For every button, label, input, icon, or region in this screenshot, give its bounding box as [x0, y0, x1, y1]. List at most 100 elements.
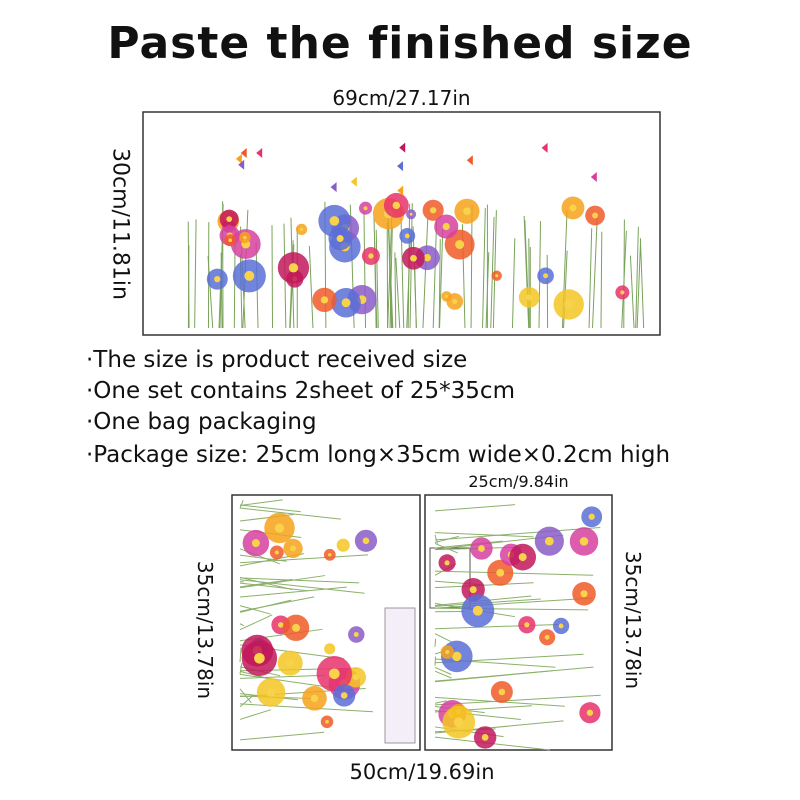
- stem: [434, 666, 594, 682]
- flower-center: [404, 233, 410, 239]
- flower-center: [429, 207, 437, 214]
- flower-center: [472, 605, 483, 616]
- flower-center: [228, 238, 233, 243]
- stem: [511, 238, 516, 329]
- flower-center: [243, 235, 247, 240]
- stem: [600, 231, 603, 329]
- flower-center: [325, 719, 329, 724]
- flower-center: [286, 659, 294, 667]
- flower-center: [620, 290, 625, 295]
- flowers: [187, 142, 645, 751]
- flower-center: [579, 537, 589, 546]
- stem: [239, 577, 360, 584]
- stem: [434, 532, 534, 538]
- stem: [434, 607, 589, 611]
- butterfly: [397, 185, 404, 196]
- stem: [239, 703, 373, 713]
- flower-center: [453, 717, 464, 728]
- stem: [470, 205, 473, 329]
- flower-center: [226, 216, 233, 223]
- title: Paste the finished size: [107, 18, 693, 69]
- flower-center: [254, 652, 265, 664]
- stem: [434, 670, 452, 679]
- stem: [434, 582, 534, 589]
- stem: [439, 229, 444, 329]
- height-label: 30cm/11.81in: [107, 148, 133, 300]
- stem: [434, 638, 437, 647]
- flower-center: [328, 668, 340, 680]
- stem: [639, 238, 645, 329]
- flower-center: [469, 586, 477, 594]
- stem: [492, 210, 497, 329]
- stem: [434, 535, 459, 543]
- flower-center: [362, 537, 370, 545]
- flower-center: [341, 543, 346, 548]
- total-width-label: 50cm/19.69in: [349, 760, 495, 784]
- flower-center: [444, 560, 450, 566]
- stem: [434, 526, 601, 541]
- mini-preview: [429, 547, 471, 609]
- flower-center: [329, 216, 340, 226]
- flower-center: [251, 539, 260, 548]
- flower-center: [340, 692, 348, 699]
- stem: [388, 252, 392, 329]
- strip-piece: [384, 607, 416, 744]
- butterfly: [397, 161, 404, 172]
- flower-center: [341, 298, 351, 308]
- stem: [434, 633, 453, 643]
- sheet-height-label: 35cm/13.78in: [621, 550, 645, 690]
- stem: [400, 207, 405, 329]
- stem: [588, 228, 593, 329]
- flower-center: [481, 734, 489, 741]
- butterfly: [256, 148, 263, 159]
- stem: [394, 252, 397, 329]
- flower-center: [543, 273, 549, 279]
- flower-center: [274, 523, 285, 533]
- stem: [239, 709, 272, 720]
- butterfly: [466, 155, 473, 166]
- flower-center: [368, 253, 374, 259]
- stem: [239, 499, 283, 506]
- stem: [239, 673, 334, 689]
- stem: [635, 226, 639, 329]
- width-label: 69cm/27.17in: [332, 86, 471, 110]
- stem: [434, 597, 592, 609]
- flower-center: [410, 254, 417, 262]
- stem: [239, 500, 244, 509]
- flower-center: [277, 622, 284, 628]
- flower-center: [592, 212, 599, 219]
- stem: [524, 220, 530, 329]
- flower-center: [580, 590, 588, 598]
- stem: [239, 579, 365, 594]
- flower-center: [558, 623, 564, 629]
- flower-center: [564, 299, 574, 310]
- stem: [239, 731, 325, 741]
- stem: [434, 534, 439, 544]
- flower-center: [336, 235, 344, 243]
- flower-center: [392, 201, 401, 210]
- stem: [239, 582, 309, 592]
- flower-center: [299, 227, 304, 232]
- flower-center: [544, 634, 550, 640]
- flower-center: [266, 688, 276, 697]
- butterfly: [238, 159, 245, 170]
- note: ·One bag packaging: [86, 409, 317, 435]
- butterfly: [240, 147, 247, 158]
- flower-center: [409, 212, 413, 216]
- stem: [239, 578, 293, 588]
- flower-center: [328, 647, 332, 651]
- stem: [239, 554, 287, 562]
- stem: [395, 257, 401, 329]
- stem: [239, 662, 243, 675]
- flower-center: [288, 263, 299, 273]
- note: ·The size is product received size: [86, 347, 468, 373]
- flower-center: [586, 709, 594, 716]
- flower-center: [452, 651, 462, 662]
- flower-center: [444, 294, 449, 298]
- stem: [434, 504, 515, 512]
- stem: [432, 219, 438, 329]
- flower-center: [244, 270, 255, 281]
- stem: [485, 252, 490, 329]
